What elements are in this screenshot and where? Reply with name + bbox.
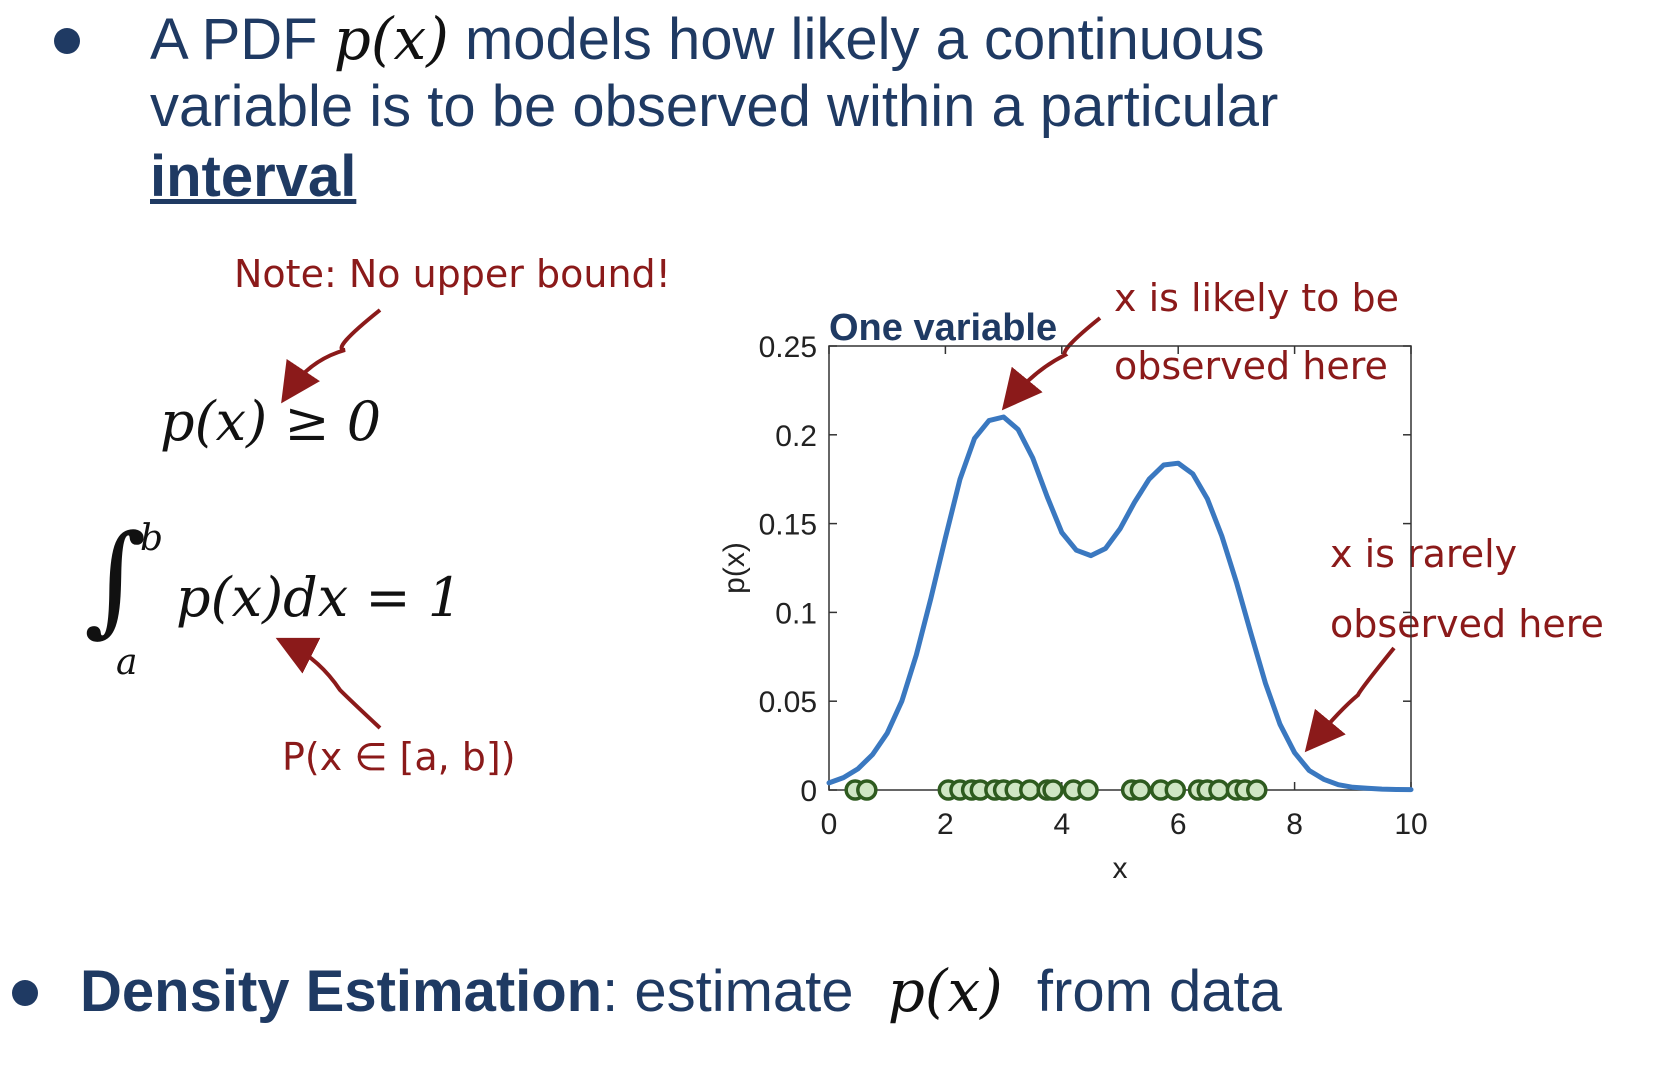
note-likely-line2: observed here <box>1114 344 1388 388</box>
bullet2-line: Density Estimation: estimate p(x) from d… <box>80 956 1282 1027</box>
integral-equation: p(x)dx = 1 <box>176 566 463 629</box>
annotation-arrows <box>275 308 1396 753</box>
note-upper-bound: Note: No upper bound! <box>234 252 671 296</box>
sample-point <box>1019 779 1041 801</box>
y-tick-label: 0 <box>800 775 817 808</box>
y-axis-label: p(x) <box>718 542 751 594</box>
x-tick-label: 2 <box>937 808 954 841</box>
x-tick-label: 4 <box>1053 808 1070 841</box>
chart-title: One variable <box>829 307 1057 349</box>
density-curve <box>826 414 1414 793</box>
y-tick-label: 0.1 <box>775 597 817 630</box>
x-tick-label: 10 <box>1394 808 1427 841</box>
x-axis-label: x <box>1113 852 1128 885</box>
bullet2-end: from data <box>1036 959 1282 1024</box>
y-tick-label: 0.05 <box>759 686 817 719</box>
nonnegativity-equation: p(x) ≥ 0 <box>160 390 382 453</box>
plot-frame <box>828 345 1412 791</box>
plot-area: 0 2 4 6 8 10 0 0.05 0.1 0.15 0.2 0.25 x p(x) One varia… <box>718 307 1428 885</box>
x-tick-label: 6 <box>1170 808 1187 841</box>
sample-point <box>1246 779 1268 801</box>
sample-point <box>1129 779 1152 801</box>
integral-lower-limit: a <box>116 642 138 683</box>
integral-sign: ∫ <box>84 510 147 649</box>
bullet2-math: p(x) <box>887 957 1003 1025</box>
note-rarely-line1: x is rarely <box>1330 532 1518 576</box>
bullet1-suffix: models how likely a continuous <box>464 7 1265 72</box>
sample-point <box>1208 779 1230 801</box>
y-tick-label: 0.25 <box>759 331 817 364</box>
arrow-upper-bound <box>281 308 382 404</box>
note-rarely-line2: observed here <box>1330 602 1604 646</box>
note-likely-line1: x is likely to be <box>1114 276 1399 320</box>
integral-upper-limit: b <box>140 518 164 559</box>
arrow-probability <box>275 637 382 730</box>
sample-point <box>856 779 878 801</box>
sample-point <box>1164 779 1187 801</box>
sample-point <box>1042 779 1064 801</box>
x-tick-label: 0 <box>821 808 838 841</box>
y-tick-label: 0.15 <box>759 509 817 542</box>
arrow-likely <box>1001 316 1102 411</box>
bullet-marker-2 <box>12 980 38 1006</box>
bullet2-rest: : estimate <box>602 959 854 1024</box>
bullet1-prefix: A PDF <box>150 7 318 72</box>
bullet1-line1: A PDF p(x) models how likely a continuou… <box>150 4 1265 75</box>
x-tick-label: 8 <box>1286 808 1303 841</box>
note-probability-interval: P(x ∈ [a, b]) <box>282 735 516 779</box>
bullet1-line2: variable is to be observed within a part… <box>150 74 1279 139</box>
bullet1-emphasis: interval <box>150 144 357 209</box>
y-tick-label: 0.2 <box>775 420 817 453</box>
bullet2-bold: Density Estimation <box>80 959 603 1024</box>
arrow-rarely <box>1304 646 1396 753</box>
sample-point <box>1077 779 1099 801</box>
bullet-marker <box>54 28 80 54</box>
pdf-symbol: p(x) <box>333 5 449 73</box>
